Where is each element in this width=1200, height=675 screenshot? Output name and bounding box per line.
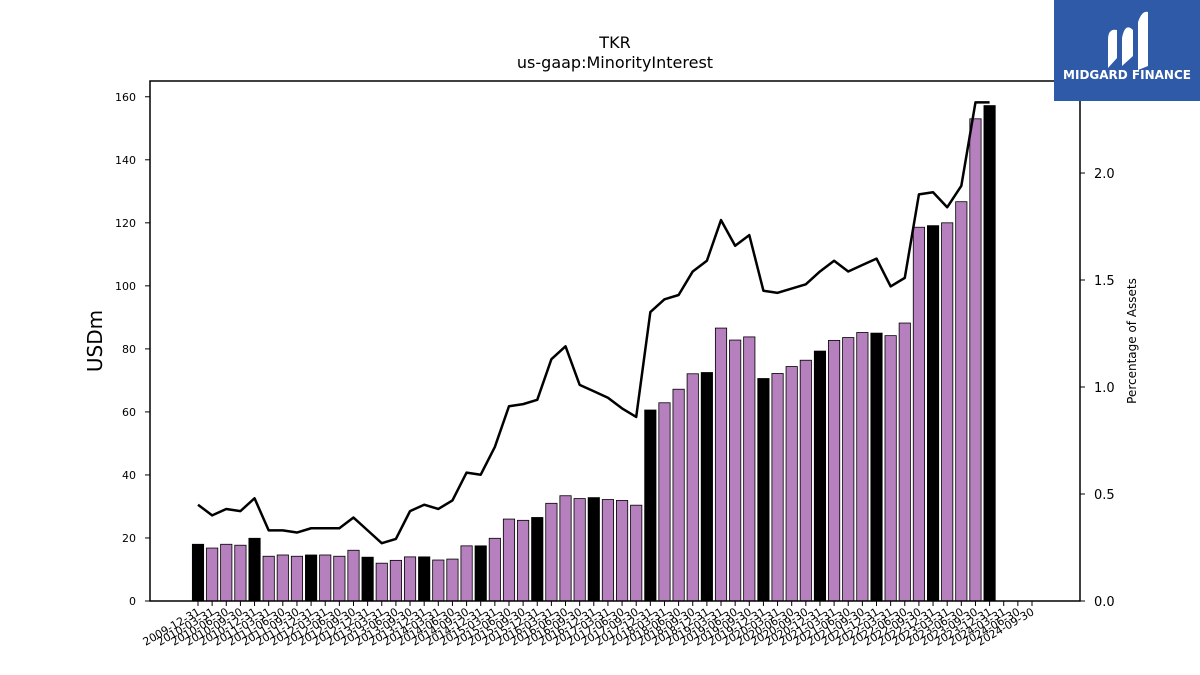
y2-tick-label: 0.0 bbox=[1094, 595, 1115, 610]
y2-tick-label: 1.0 bbox=[1094, 381, 1115, 396]
bar-2020-06-30 bbox=[785, 366, 798, 602]
bar-2020-03-31 bbox=[771, 373, 784, 602]
bar-2014-03-31 bbox=[432, 559, 445, 602]
bar-2013-12-31 bbox=[418, 556, 431, 602]
bar-2017-09-30 bbox=[630, 504, 643, 602]
percentage-line bbox=[197, 101, 990, 545]
bar-2022-09-30 bbox=[912, 226, 925, 602]
y-axis-label: USDm bbox=[83, 310, 107, 372]
bar-2023-06-30 bbox=[955, 201, 968, 602]
bar-2021-06-30 bbox=[842, 337, 855, 602]
bar-2020-09-30 bbox=[799, 359, 812, 602]
bar-2019-09-30 bbox=[743, 336, 756, 602]
y-tick-label: 20 bbox=[122, 532, 136, 545]
chart-title: TKR bbox=[598, 33, 630, 52]
bar-2013-09-30 bbox=[403, 556, 417, 602]
bar-2013-03-31 bbox=[375, 562, 388, 602]
bar-2021-03-31 bbox=[828, 339, 841, 602]
bar-2018-12-31 bbox=[700, 372, 713, 602]
bar-2023-09-30 bbox=[969, 118, 982, 602]
bar-2010-09-30 bbox=[234, 544, 247, 602]
bar-2016-12-31 bbox=[587, 497, 600, 602]
y-tick-label: 40 bbox=[122, 469, 136, 482]
bar-2022-12-31 bbox=[926, 225, 940, 602]
bar-2018-03-31 bbox=[658, 402, 671, 602]
bar-2016-03-31 bbox=[545, 502, 558, 602]
bar-2011-03-31 bbox=[262, 555, 275, 602]
bar-2015-03-31 bbox=[488, 537, 501, 602]
bar-2017-06-30 bbox=[616, 500, 629, 602]
bar-2014-09-30 bbox=[460, 545, 473, 602]
plot-area: 0204060801001201401600.00.51.01.52.02009… bbox=[115, 91, 1115, 649]
bar-2020-12-31 bbox=[813, 350, 827, 602]
y-tick-label: 160 bbox=[115, 91, 136, 104]
bar-2013-06-30 bbox=[389, 559, 402, 602]
bar-2019-03-31 bbox=[714, 327, 728, 602]
bar-2018-09-30 bbox=[686, 373, 699, 602]
bar-2019-06-30 bbox=[729, 339, 742, 602]
bar-2015-06-30 bbox=[502, 518, 516, 602]
bar-2017-03-31 bbox=[601, 499, 614, 602]
chart-subtitle: us-gaap:MinorityInterest bbox=[517, 53, 713, 72]
bar-2015-09-30 bbox=[517, 519, 530, 602]
logo-mark-icon bbox=[1108, 11, 1148, 70]
bar-2016-09-30 bbox=[573, 498, 586, 602]
bar-2022-03-31 bbox=[884, 335, 897, 602]
y-tick-label: 0 bbox=[129, 595, 136, 608]
bar-2011-06-30 bbox=[276, 554, 289, 602]
bar-2015-12-31 bbox=[531, 517, 544, 602]
plot-frame bbox=[149, 80, 1081, 602]
y-tick-label: 60 bbox=[122, 406, 136, 419]
y-tick-label: 100 bbox=[115, 280, 136, 293]
bar-2011-09-30 bbox=[290, 555, 304, 602]
bar-2017-12-31 bbox=[644, 409, 657, 602]
bar-2012-12-31 bbox=[361, 556, 374, 602]
bar-2021-09-30 bbox=[856, 332, 869, 602]
bar-2010-06-30 bbox=[220, 543, 233, 602]
y2-tick-label: 2.0 bbox=[1094, 167, 1115, 182]
bar-2016-06-30 bbox=[559, 495, 572, 602]
bar-2012-03-31 bbox=[319, 554, 332, 602]
bar-2010-03-31 bbox=[206, 547, 219, 602]
y2-axis-label: Percentage of Assets bbox=[1125, 278, 1139, 404]
y2-tick-label: 0.5 bbox=[1094, 488, 1115, 503]
bar-2019-12-31 bbox=[757, 378, 770, 602]
bar-2023-12-31 bbox=[983, 105, 996, 602]
y-tick-label: 120 bbox=[115, 217, 136, 230]
bar-2014-12-31 bbox=[474, 545, 487, 602]
y-tick-label: 140 bbox=[115, 154, 136, 167]
bar-2011-12-31 bbox=[305, 554, 318, 602]
bar-2023-03-31 bbox=[941, 222, 954, 602]
bar-2012-09-30 bbox=[347, 549, 360, 602]
y2-tick-label: 1.5 bbox=[1094, 274, 1115, 289]
brand-logo: MIDGARD FINANCE bbox=[1054, 0, 1200, 101]
bar-2022-06-30 bbox=[898, 322, 911, 602]
bar-2014-06-30 bbox=[446, 558, 459, 602]
bar-2018-06-30 bbox=[672, 388, 685, 602]
y-tick-label: 80 bbox=[122, 343, 136, 356]
bar-2021-12-31 bbox=[870, 332, 883, 602]
bar-2009-12-31 bbox=[191, 543, 205, 602]
bar-2010-12-31 bbox=[248, 537, 261, 602]
logo-text: MIDGARD FINANCE bbox=[1063, 68, 1191, 82]
bar-2012-06-30 bbox=[333, 555, 346, 602]
